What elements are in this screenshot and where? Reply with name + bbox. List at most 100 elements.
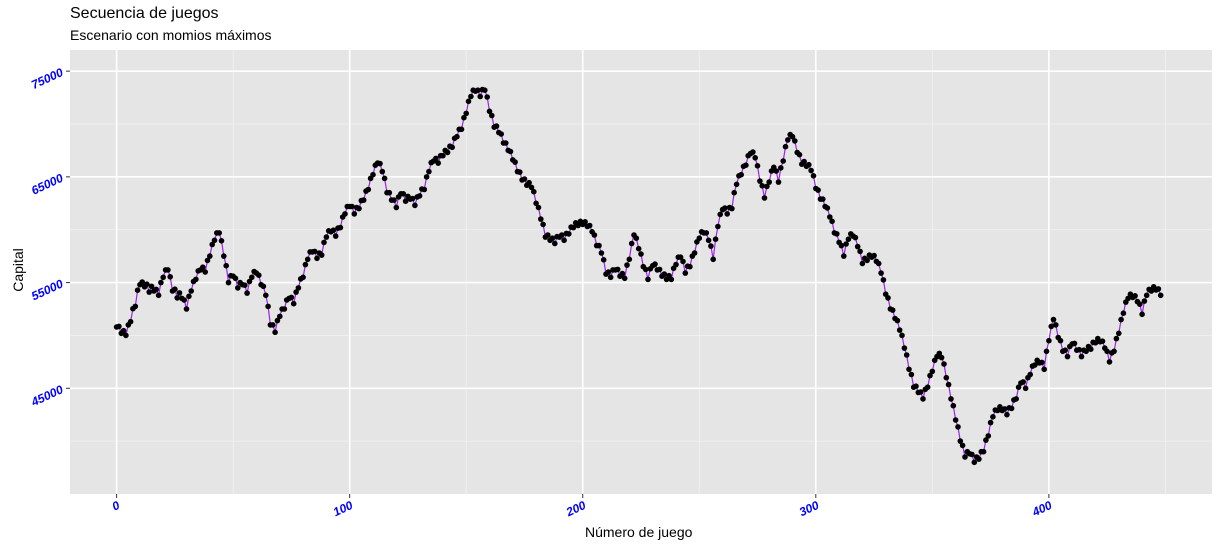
data-point [677,254,684,260]
data-point [1132,293,1138,299]
data-point [155,292,162,299]
data-point [773,168,779,174]
data-point [820,196,826,202]
data-point [1043,348,1050,355]
data-point [216,230,222,236]
data-point [899,332,905,339]
data-point [193,276,199,283]
data-point [223,262,229,269]
chart-subtitle: Escenario con momios máximos [70,27,272,43]
data-point [642,266,649,273]
data-point [332,233,339,239]
data-point [796,151,803,158]
data-point [1113,335,1120,342]
data-point [903,352,910,358]
data-point [894,317,901,324]
data-point [144,281,150,288]
data-point [1092,340,1099,346]
data-point [174,295,180,301]
data-point [1015,384,1022,391]
data-point [186,293,192,300]
data-point [691,250,698,256]
data-point [545,232,551,238]
data-point [1032,362,1038,368]
data-point [924,384,931,391]
data-point [311,248,318,255]
data-point [955,424,961,430]
data-point [1088,346,1094,353]
data-point [757,178,763,184]
data-point [959,442,966,449]
data-point [493,123,500,129]
data-point [806,161,812,168]
data-point [703,230,710,236]
data-point [570,224,577,231]
data-point [486,108,493,115]
data-point [370,171,376,178]
minor-gridlines [70,50,1212,494]
data-point [274,317,281,324]
data-point [913,383,919,390]
data-point [950,402,957,409]
data-point [314,255,320,262]
data-point [962,454,968,460]
data-point [708,243,714,249]
data-point [792,138,798,144]
data-point [775,179,782,185]
data-point [889,307,896,313]
data-point [829,218,835,225]
data-point [477,93,484,100]
data-point [1106,359,1113,365]
data-point [682,270,689,276]
data-point [838,242,845,249]
data-point [561,237,567,244]
data-point [722,205,728,211]
data-point [351,211,358,217]
data-point [1020,379,1026,385]
data-point [423,174,430,180]
data-point [533,200,539,207]
data-point [785,137,791,143]
data-point [379,168,386,175]
data-point [857,248,863,255]
data-point [710,256,716,263]
data-point [920,396,926,402]
data-point [482,87,488,93]
data-point [468,93,474,100]
data-point [489,112,495,119]
data-point [540,221,546,228]
data-point [167,274,173,280]
data-point [945,381,952,388]
data-point [342,211,348,217]
data-point [1064,353,1071,360]
data-point [1143,292,1150,299]
data-point [575,222,581,229]
data-point [318,252,325,258]
data-point [724,211,730,217]
data-point [896,327,903,333]
data-point [598,250,605,256]
data-point [463,110,470,117]
data-point [200,264,206,271]
data-point [827,214,833,220]
data-point [810,173,817,179]
data-point [426,168,432,175]
data-point [538,216,544,222]
data-point [957,438,964,444]
data-point [1071,340,1078,347]
data-point [521,176,528,182]
data-point [566,231,572,237]
data-point [652,261,658,267]
data-point [941,361,947,367]
data-point [290,300,297,307]
data-point [365,186,372,193]
data-point [181,297,187,303]
data-point [531,188,537,195]
data-point [938,354,945,361]
data-point [901,345,908,351]
x-tick-label: 300 [797,498,821,519]
data-point [440,152,446,159]
data-point [766,179,772,185]
data-point [235,285,241,291]
